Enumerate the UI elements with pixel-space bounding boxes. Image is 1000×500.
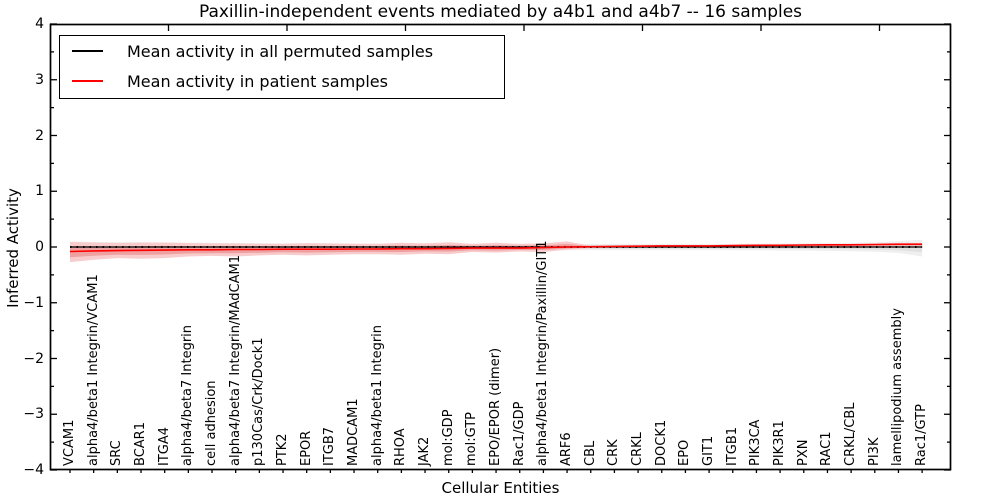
legend: Mean activity in all permuted samples Me… (59, 35, 505, 99)
x-tick-label: ITGA4 (156, 426, 172, 466)
x-tick-label: alpha4/beta1 Integrin (369, 324, 385, 466)
y-tick-label: 1 (35, 183, 44, 200)
x-tick-label: alpha4/beta7 Integrin (180, 324, 196, 466)
legend-label-patient: Mean activity in patient samples (127, 71, 388, 91)
x-tick-label: BCAR1 (133, 422, 148, 466)
patient-mean-line (69, 243, 923, 253)
x-tick-label: ITGB7 (322, 426, 338, 466)
x-tick-label: Rac1/GTP (914, 404, 930, 466)
x-tick-label: ITGB1 (724, 426, 740, 466)
x-axis-label: Cellular Entities (441, 479, 560, 497)
chart-title: Paxillin-independent events mediated by … (198, 2, 803, 22)
y-tick-label: −1 (23, 294, 44, 311)
y-tick-label: 4 (35, 16, 44, 32)
legend-label-permuted: Mean activity in all permuted samples (127, 41, 434, 61)
x-tick-label: alpha4/beta7 Integrin/MAdCAM1 (227, 255, 243, 466)
x-tick-label: SRC (109, 440, 125, 466)
x-tick-label: EPO (677, 439, 693, 466)
x-tick-label: EPO/EPOR (dimer) (488, 347, 504, 466)
x-tick-label: p130Cas/Crk/Dock1 (251, 337, 267, 466)
y-tick-label: −2 (23, 350, 44, 367)
x-tick-label: JAK2 (417, 436, 433, 466)
axis-ticks (50, 23, 951, 473)
x-tick-label: CRK (606, 439, 622, 466)
x-tick-label: GIT1 (701, 435, 717, 466)
x-tick-label: alpha4/beta1 Integrin/Paxillin/GIT1 (535, 240, 551, 466)
x-tick-label: PIK3CA (748, 419, 764, 466)
x-tick-label: mol:GTP (464, 412, 480, 466)
x-tick-label: PTK2 (275, 433, 291, 466)
legend-item-permuted: Mean activity in all permuted samples (60, 36, 504, 66)
x-tick-label: RAC1 (819, 431, 835, 466)
x-tick-label: EPOR (298, 430, 314, 466)
permuted-line-icon (72, 50, 103, 52)
x-tick-label: PXN (795, 439, 811, 466)
x-tick-label: alpha4/beta1 Integrin/VCAM1 (85, 274, 101, 466)
x-tick-label: ARF6 (559, 432, 575, 466)
x-tick-label: PI3K (866, 437, 882, 466)
x-tick-label: PIK3R1 (772, 420, 788, 466)
x-tick-label: CRKL (630, 432, 646, 466)
x-tick-label: CBL (582, 440, 598, 466)
x-tick-label: VCAM1 (62, 419, 77, 466)
y-tick-label: 0 (35, 239, 44, 255)
x-tick-label: cell adhesion (204, 380, 220, 466)
x-tick-label: DOCK1 (653, 419, 669, 466)
x-tick-label: Rac1/GDP (511, 401, 527, 466)
y-tick-label: 3 (35, 71, 44, 88)
x-tick-label: mol:GDP (440, 409, 456, 466)
legend-item-patient: Mean activity in patient samples (60, 66, 504, 96)
y-tick-label: −4 (23, 462, 44, 478)
x-tick-label: lamellipodium assembly (890, 308, 906, 466)
x-tick-label: MADCAM1 (346, 398, 362, 466)
y-tick-label: 2 (35, 127, 44, 144)
x-tick-label: CRKL/CBL (843, 402, 859, 467)
patient-line-icon (72, 80, 103, 82)
y-tick-label: −3 (23, 406, 44, 423)
x-tick-label: RHOA (393, 428, 409, 466)
